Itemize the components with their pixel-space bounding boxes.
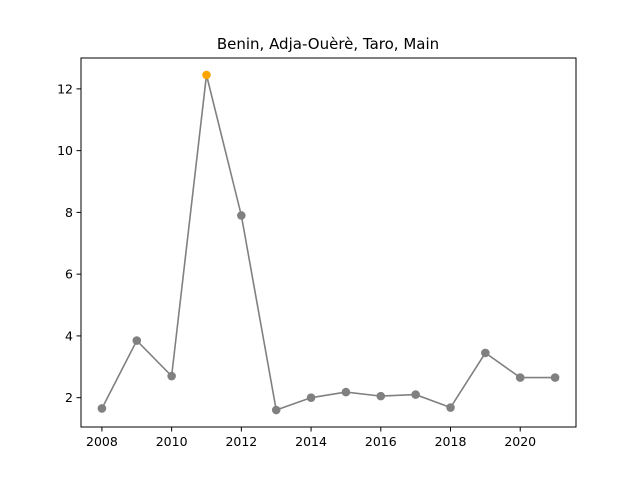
data-point	[515, 373, 525, 382]
y-tick-label: 10	[57, 143, 73, 158]
y-tick-label: 4	[65, 328, 73, 343]
x-tick-label: 2016	[365, 434, 397, 449]
series-line	[101, 74, 556, 412]
axes-frame	[80, 57, 577, 428]
y-tick-label: 12	[57, 81, 73, 96]
data-point	[550, 373, 560, 382]
chart-title: Benin, Adja-Ouèrè, Taro, Main	[217, 35, 439, 53]
data-point	[167, 371, 176, 381]
x-tick-label: 2020	[504, 434, 536, 449]
data-point	[132, 336, 142, 345]
y-tick-label: 8	[65, 205, 73, 220]
data-point	[97, 404, 107, 413]
x-tick-label: 2014	[295, 434, 327, 449]
x-tick-label: 2018	[435, 434, 467, 449]
data-point	[446, 403, 455, 412]
data-point	[341, 387, 351, 397]
highlighted-data-point	[202, 70, 211, 80]
data-point	[237, 211, 246, 220]
data-point	[411, 390, 420, 399]
y-tick-label: 6	[65, 267, 73, 282]
plot-area: 2008 2010 2012 2014 2016 2018 2020 2 4 6 8 10 12	[57, 57, 577, 449]
data-point	[481, 348, 490, 358]
data-point	[271, 405, 281, 415]
x-tick-label: 2008	[86, 434, 118, 449]
y-tick-label: 2	[65, 390, 73, 405]
data-point	[376, 391, 386, 401]
data-point	[306, 393, 316, 402]
x-tick-label: 2012	[225, 434, 257, 449]
x-tick-label: 2010	[156, 434, 188, 449]
